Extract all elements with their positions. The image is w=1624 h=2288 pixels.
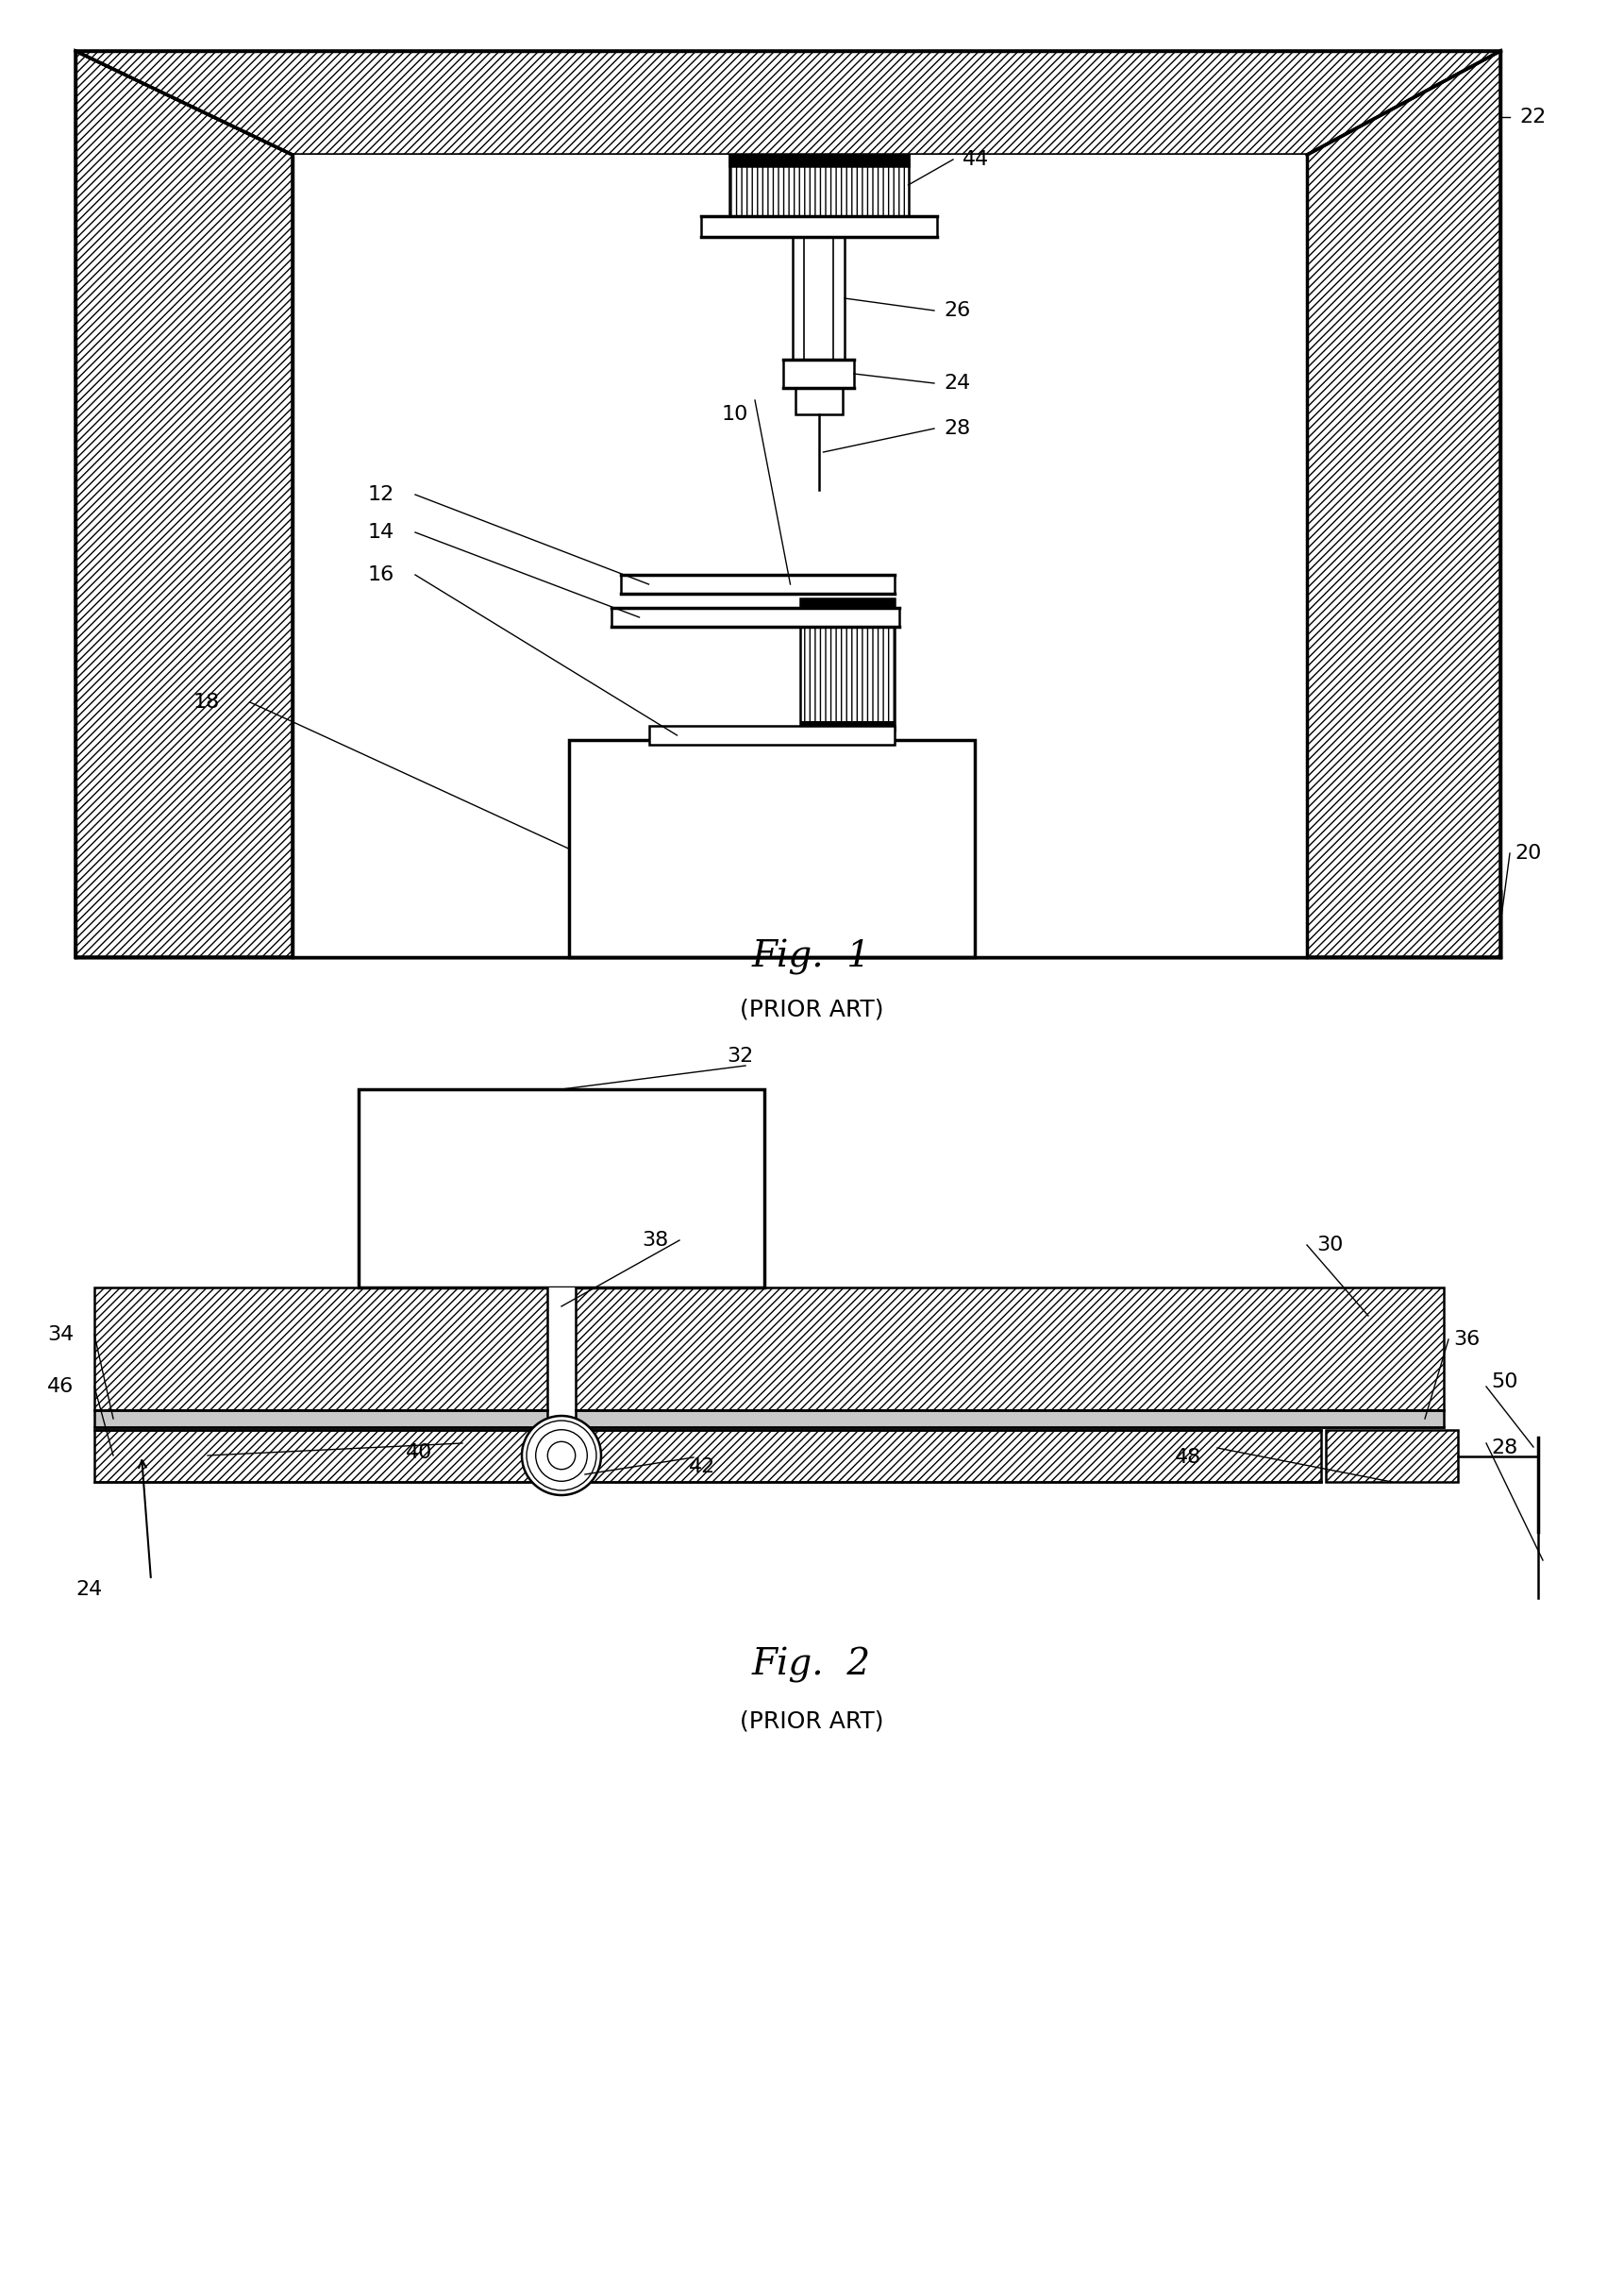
Bar	[799, 599, 895, 609]
Text: Fig.  2: Fig. 2	[752, 1647, 870, 1684]
Bar	[799, 599, 895, 730]
Circle shape	[521, 1416, 601, 1494]
Bar	[729, 156, 908, 215]
Text: 28: 28	[944, 419, 970, 437]
Text: 40: 40	[406, 1444, 432, 1462]
Text: 14: 14	[369, 524, 395, 542]
Text: 32: 32	[726, 1048, 754, 1066]
Bar	[568, 739, 974, 956]
Polygon shape	[75, 50, 292, 956]
Text: 36: 36	[1453, 1329, 1479, 1350]
Text: 44: 44	[963, 151, 989, 169]
Text: 16: 16	[369, 565, 395, 583]
Bar	[75, 890, 1501, 956]
Bar	[94, 1430, 1320, 1483]
Bar	[547, 1409, 575, 1428]
Text: 22: 22	[1520, 108, 1546, 126]
Text: 50: 50	[1491, 1373, 1518, 1391]
Text: 12: 12	[369, 485, 395, 503]
Text: 46: 46	[47, 1377, 73, 1396]
Text: 24: 24	[75, 1581, 102, 1599]
Text: 42: 42	[689, 1457, 716, 1476]
Text: 20: 20	[1515, 844, 1541, 863]
Bar	[611, 609, 898, 627]
Bar	[729, 156, 908, 167]
Bar	[620, 574, 895, 593]
Bar	[799, 721, 895, 730]
Text: 48: 48	[1174, 1448, 1202, 1467]
Bar	[648, 725, 895, 744]
Text: Fig.  1: Fig. 1	[752, 938, 870, 975]
Text: (PRIOR ART): (PRIOR ART)	[739, 998, 883, 1020]
Bar	[292, 156, 1307, 956]
Text: 34: 34	[47, 1325, 73, 1343]
Text: (PRIOR ART): (PRIOR ART)	[739, 1711, 883, 1732]
Bar	[359, 1089, 765, 1288]
Polygon shape	[75, 50, 1501, 156]
Polygon shape	[1307, 50, 1501, 956]
Text: 30: 30	[1317, 1236, 1343, 1254]
Bar	[94, 1288, 1444, 1409]
Bar	[547, 1288, 575, 1409]
Bar	[94, 1409, 1444, 1428]
Bar	[793, 238, 844, 359]
Text: 18: 18	[193, 693, 221, 712]
Text: 10: 10	[723, 405, 749, 423]
Text: 26: 26	[944, 302, 970, 320]
Text: 38: 38	[641, 1231, 669, 1249]
Bar	[1325, 1430, 1458, 1483]
Text: 24: 24	[944, 373, 970, 394]
Bar	[700, 215, 937, 238]
Bar	[796, 389, 843, 414]
Bar	[783, 359, 854, 389]
Bar	[75, 890, 1501, 956]
Text: 28: 28	[1491, 1439, 1517, 1457]
